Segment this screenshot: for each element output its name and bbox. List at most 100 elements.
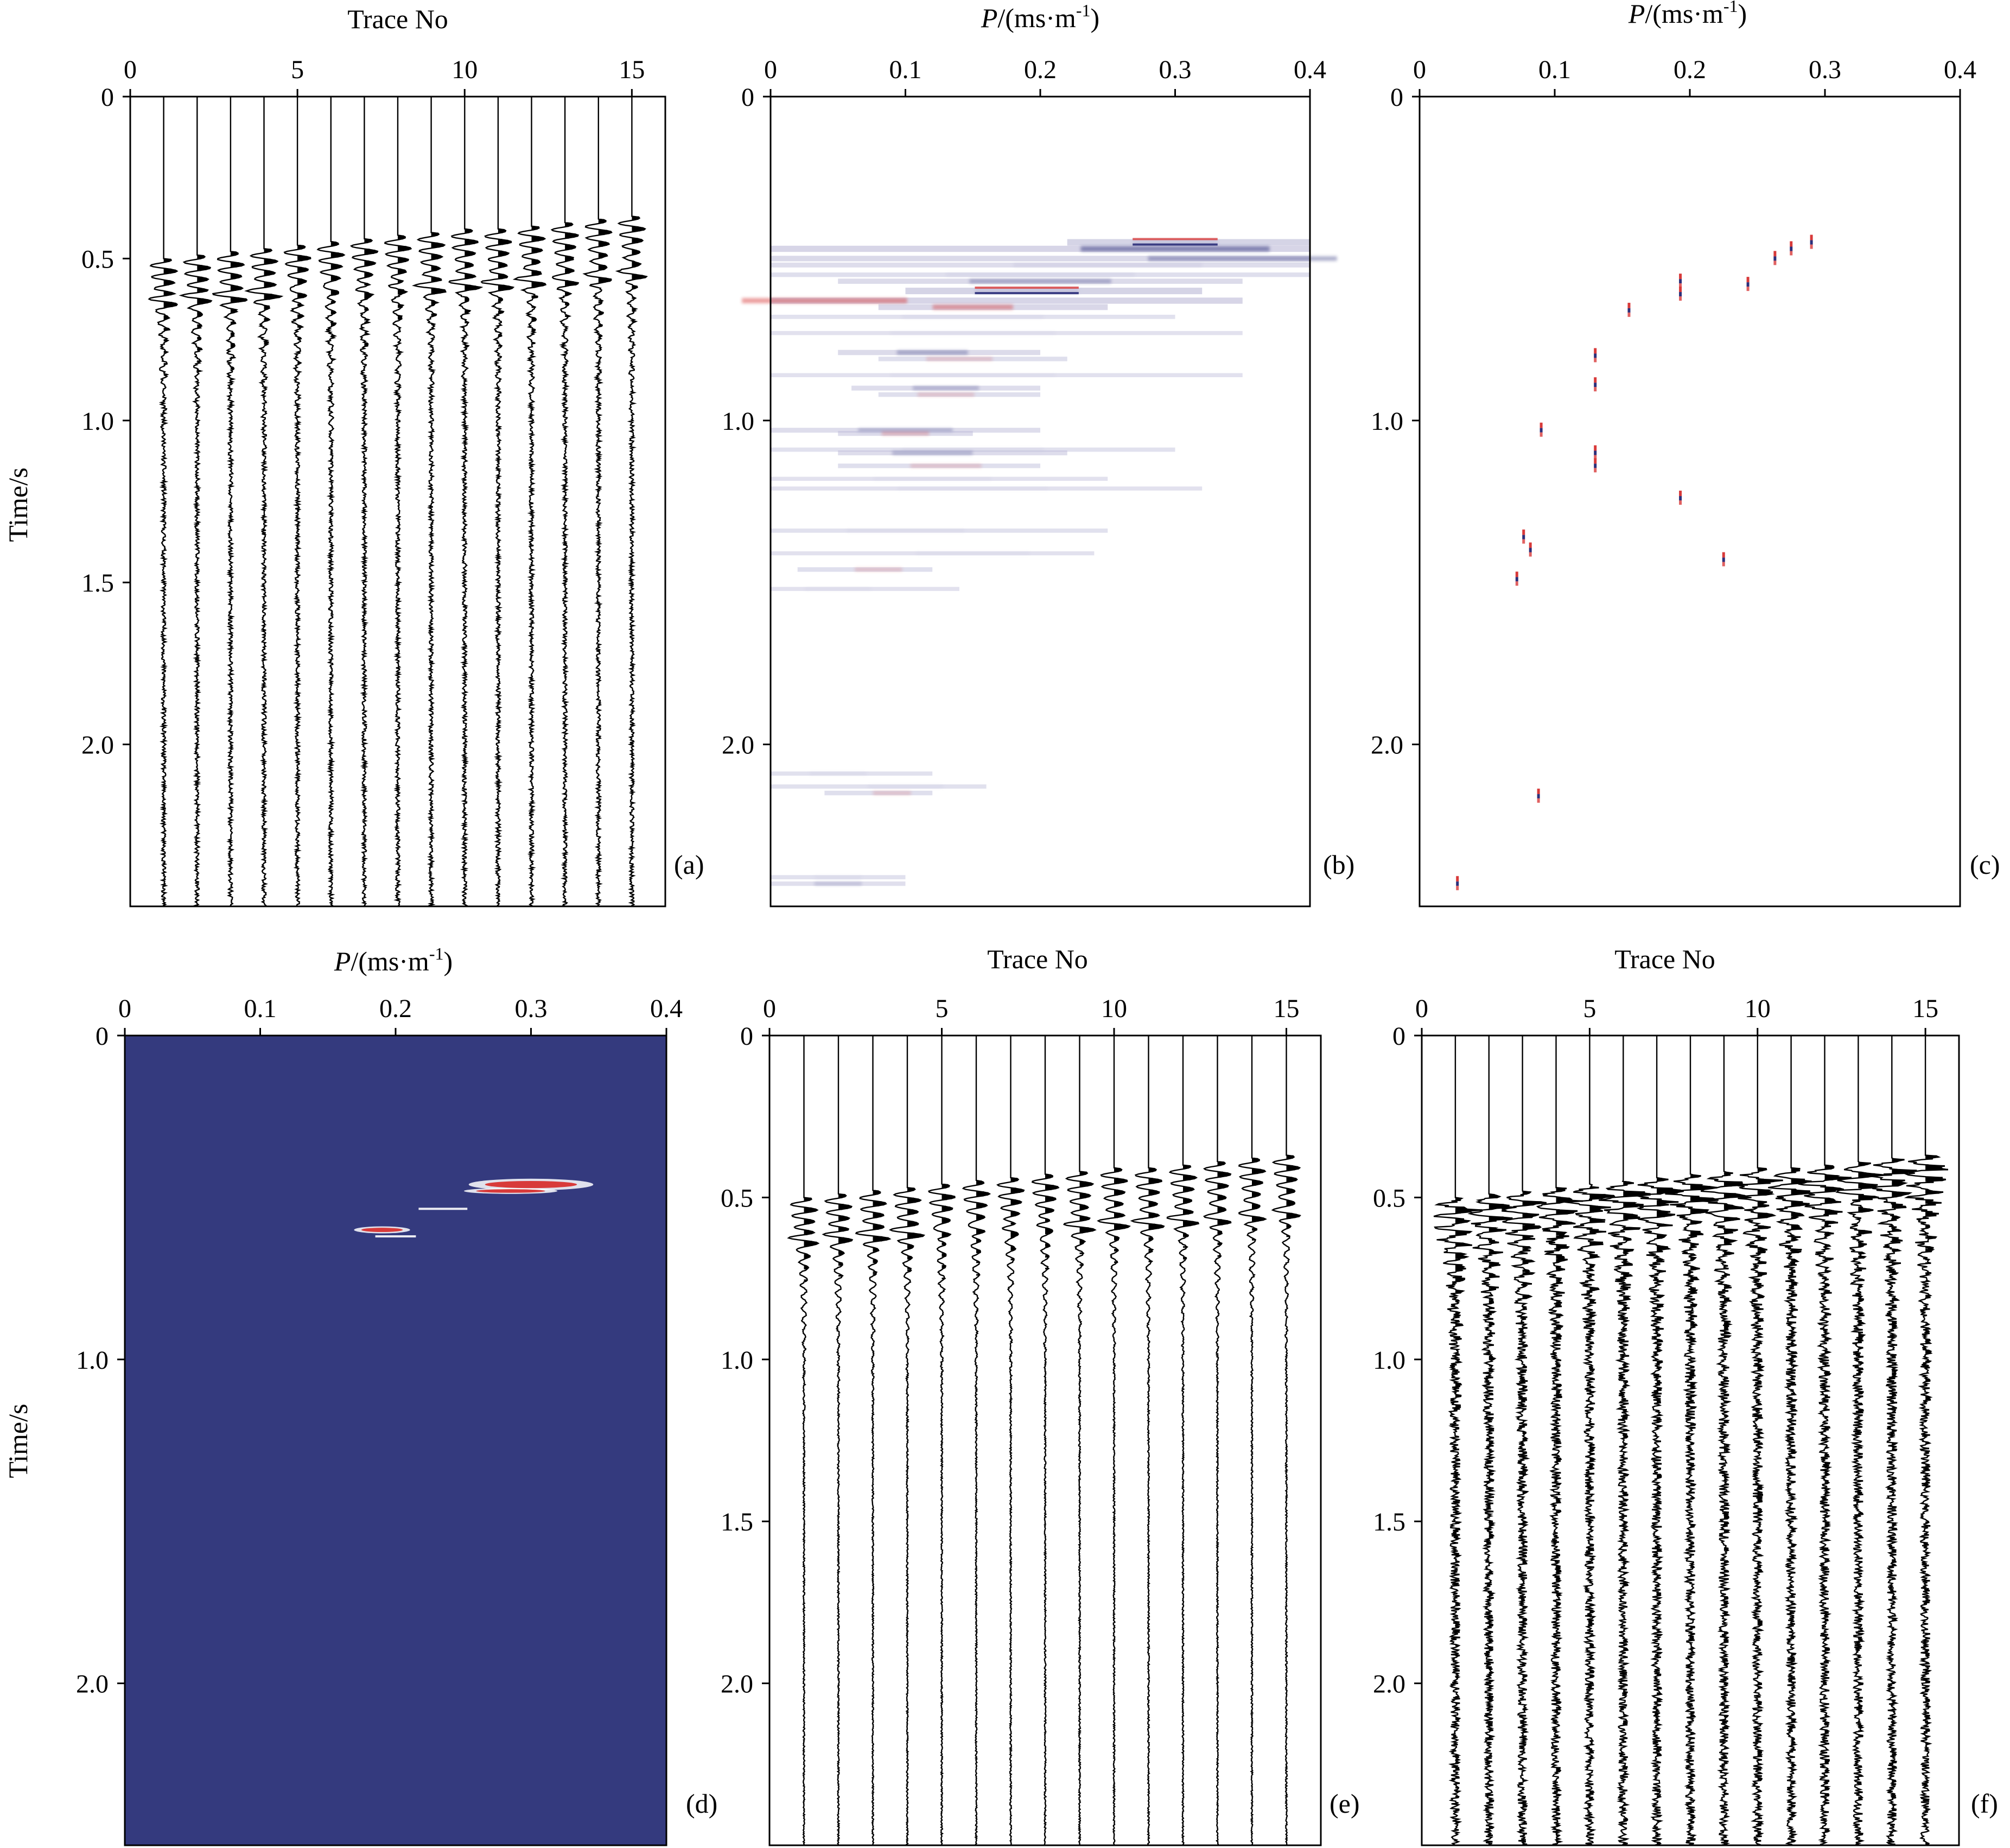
y-tick-label: 2.0: [1371, 731, 1403, 760]
radon-band-pos-0: [1133, 238, 1218, 240]
radon-band-1: [771, 245, 1310, 252]
radon-point-4-tail: [1679, 283, 1682, 288]
trace-10-fill: [465, 228, 481, 347]
panel-a-tag: (a): [674, 849, 704, 880]
trace-12-fill: [531, 226, 546, 344]
radon-point-12-tail: [1679, 500, 1682, 505]
radon-band-core-22: [897, 487, 1048, 490]
trace-14: [1867, 1036, 1917, 1846]
radon-band-core-20: [910, 464, 982, 468]
trace-4: [244, 97, 284, 907]
x-tick-label: 15: [1274, 994, 1300, 1023]
y-tick-label: 2.0: [81, 731, 114, 760]
y-tick-label: 1.5: [721, 1508, 753, 1536]
x-tick-label: 10: [1745, 994, 1771, 1023]
radon-point-16-neg: [1722, 557, 1725, 562]
mask-background: [125, 1036, 666, 1845]
x-tick-label: 10: [1101, 994, 1127, 1023]
radon-band-core-29: [873, 791, 911, 795]
radon-point-16-tail: [1722, 562, 1725, 567]
trace-10-fill: [1757, 1167, 1783, 1842]
panel-a-plot-area: [148, 97, 648, 907]
trace-8-fill: [1690, 1175, 1718, 1845]
trace-4-fill: [1556, 1187, 1583, 1843]
trace-2-fill: [838, 1193, 853, 1277]
radon-point-9-tail: [1540, 432, 1543, 437]
mask-streak-1: [375, 1235, 416, 1238]
radon-band-core-12: [926, 357, 993, 361]
radon-band-core-13: [890, 373, 1055, 377]
radon-band-core-21: [873, 477, 991, 480]
panel-b-x-axis-label: P/(ms·m-1): [981, 1, 1099, 33]
trace-6: [962, 1036, 991, 1845]
radon-point-2-tail: [1773, 261, 1777, 265]
radon-point-12-pos: [1679, 491, 1682, 497]
y-tick-label: 2.0: [1373, 1670, 1405, 1699]
radon-point-18-neg: [1456, 881, 1459, 886]
x-tick-label: 10: [451, 55, 478, 84]
panel-e-x-axis-label: Trace No: [987, 944, 1088, 974]
x-tick-label: 5: [291, 55, 304, 84]
radon-band-core-28: [867, 785, 944, 789]
trace-11: [480, 97, 515, 907]
radon-band-core-5: [969, 279, 1111, 283]
trace-9-fill: [1079, 1171, 1095, 1266]
y-tick-label: 1.0: [1373, 1346, 1405, 1375]
radon-band-core-11: [896, 350, 968, 355]
radon-point-14-neg: [1529, 548, 1532, 553]
y-tick-label: 2.0: [76, 1670, 109, 1699]
trace-4: [1536, 1036, 1583, 1846]
trace-15: [1271, 1036, 1301, 1846]
x-tick-label: 0: [763, 994, 776, 1023]
trace-8: [1665, 1036, 1718, 1846]
trace-12: [1166, 1036, 1200, 1846]
radon-point-0-neg: [1810, 240, 1813, 245]
radon-point-8-neg: [1594, 383, 1597, 388]
trace-1-fill: [1455, 1197, 1483, 1831]
radon-point-3-neg: [1746, 282, 1750, 287]
radon-point-14-pos: [1529, 542, 1532, 548]
trace-11: [1130, 1036, 1165, 1846]
radon-band-7: [771, 297, 1243, 304]
x-tick-label: 0.1: [244, 994, 277, 1023]
y-tick-label: 1.0: [722, 407, 754, 436]
trace-7-fill: [1657, 1178, 1684, 1845]
y-tick-label: 0: [96, 1022, 109, 1051]
trace-12-fill: [1183, 1165, 1199, 1260]
radon-band-core-6: [975, 288, 1079, 294]
y-tick-label: 1.5: [81, 569, 114, 598]
x-tick-label: 0.2: [1024, 55, 1057, 84]
panel-d-y-axis: 0 1.0 2.0: [76, 1022, 125, 1699]
trace-14: [1238, 1036, 1268, 1846]
trace-5-fill: [297, 245, 311, 364]
radon-band-core-19: [892, 450, 973, 455]
trace-12: [512, 97, 547, 907]
panel-f-tag: (f): [1971, 1788, 1998, 1819]
x-tick-label: 0.1: [889, 55, 922, 84]
panel-d-x-axis-label: P/(ms·m-1): [334, 944, 453, 976]
trace-5-fill: [942, 1184, 955, 1280]
x-tick-label: 0.4: [1944, 55, 1976, 84]
trace-14-fill: [1892, 1159, 1917, 1845]
trace-8: [384, 97, 412, 907]
panel-a-frame: [129, 96, 666, 907]
y-tick-label: 0.5: [721, 1184, 753, 1212]
radon-point-18-pos: [1456, 876, 1459, 882]
panel-d-plot-area: [125, 1036, 666, 1845]
radon-band-core-31: [814, 882, 862, 886]
y-tick-label: 2.0: [722, 731, 754, 760]
radon-point-1-neg: [1790, 246, 1793, 251]
x-tick-label: 0: [124, 55, 137, 84]
radon-point-2-pos: [1773, 251, 1777, 257]
radon-band-core-1: [1080, 246, 1270, 252]
panel-e-x-axis: 0 5 10 15: [763, 994, 1300, 1036]
panel-f-frame: [1421, 1034, 1960, 1846]
panel-f-y-axis: 0 0.5 1.0 1.5 2.0: [1373, 1022, 1422, 1699]
panel-f-x-axis: 0 5 10 15: [1415, 994, 1938, 1036]
trace-15-fill: [632, 216, 647, 322]
radon-band-neg-0: [1133, 243, 1218, 246]
trace-6-fill: [976, 1180, 990, 1276]
panel-e-plot-area: [787, 1036, 1301, 1846]
trace-13: [1203, 1036, 1232, 1846]
radon-point-18-tail: [1456, 886, 1459, 891]
